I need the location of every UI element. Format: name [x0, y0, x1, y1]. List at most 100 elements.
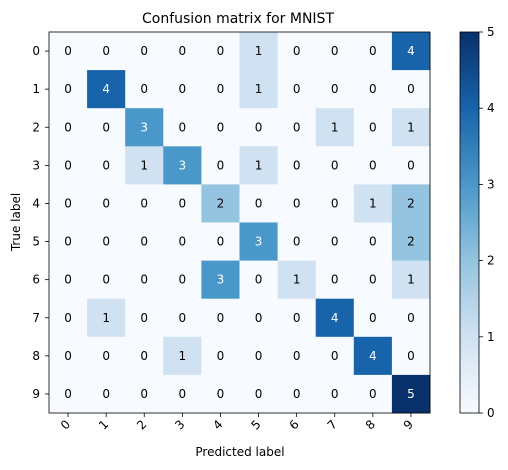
- cell-value-r0-c0: 0: [64, 44, 72, 58]
- cell-value-r9-c3: 0: [179, 387, 187, 401]
- x-tick-label: 0: [58, 417, 73, 432]
- heatmap-cell-r8-c9: [391, 336, 431, 376]
- heatmap-cell-r8-c6: [277, 336, 317, 376]
- heatmap-cell-r0-c4: [201, 32, 240, 71]
- cell-value-r0-c9: 4: [407, 44, 415, 58]
- cell-value-r8-c7: 0: [331, 349, 339, 363]
- x-tick-label: 2: [134, 417, 149, 432]
- heatmap-cell-r1-c6: [277, 70, 317, 109]
- y-tick-label: 5: [32, 235, 40, 249]
- colorbar-tick-label: 3: [487, 177, 495, 191]
- cell-value-r5-c6: 0: [293, 235, 301, 249]
- heatmap-cell-r1-c2: [125, 70, 164, 109]
- x-tick-label: 6: [286, 417, 301, 432]
- plot-frame: [48, 31, 431, 414]
- cell-value-r1-c4: 0: [217, 82, 225, 96]
- heatmap-cell-r3-c1: [87, 146, 126, 185]
- cell-value-r0-c3: 0: [179, 44, 187, 58]
- heatmap-cell-r7-c8: [353, 298, 393, 338]
- cell-value-r9-c4: 0: [217, 387, 225, 401]
- cell-value-r7-c3: 0: [179, 311, 187, 325]
- cell-value-r2-c2: 3: [140, 120, 148, 134]
- x-tick-label: 1: [96, 417, 111, 432]
- colorbar-tick-label: 1: [487, 330, 495, 344]
- heatmap-cell-r6-c6: [277, 260, 317, 300]
- colorbar-tick-label: 5: [487, 25, 495, 39]
- heatmap-cell-r4-c6: [277, 184, 317, 223]
- cell-value-r3-c9: 0: [407, 158, 415, 172]
- heatmap-cell-r1-c5: [239, 70, 278, 109]
- cell-value-r8-c9: 0: [407, 349, 415, 363]
- cell-value-r8-c2: 0: [140, 349, 148, 363]
- cell-value-r5-c7: 0: [331, 235, 339, 249]
- heatmap-cell-r2-c8: [353, 108, 393, 147]
- heatmap-cell-r5-c8: [353, 222, 393, 261]
- heatmap-cell-r1-c9: [391, 70, 431, 109]
- heatmap-cell-r6-c8: [353, 260, 393, 300]
- heatmap-cell-r3-c8: [353, 146, 393, 185]
- cell-value-r9-c0: 0: [64, 387, 72, 401]
- cell-value-r7-c7: 4: [331, 311, 339, 325]
- x-tick-label: 7: [325, 417, 340, 432]
- heatmap-cell-r0-c0: [49, 32, 88, 71]
- heatmap-cell-r7-c9: [391, 298, 431, 338]
- heatmap-cell-r5-c2: [125, 222, 164, 261]
- heatmap-cell-r5-c5: [239, 222, 278, 261]
- colorbar-tick-label: 4: [487, 101, 495, 115]
- heatmap-cell-r6-c3: [163, 260, 202, 300]
- cell-value-r5-c2: 0: [140, 235, 148, 249]
- heatmap-cell-r1-c1: [87, 70, 126, 109]
- cell-value-r3-c1: 0: [102, 158, 110, 172]
- cell-value-r4-c8: 1: [369, 196, 377, 210]
- cell-value-r9-c5: 0: [255, 387, 263, 401]
- heatmap-cell-r9-c6: [277, 374, 317, 414]
- cell-value-r4-c7: 0: [331, 196, 339, 210]
- cell-value-r1-c0: 0: [64, 82, 72, 96]
- heatmap-cell-r3-c0: [49, 146, 88, 185]
- cell-value-r6-c0: 0: [64, 273, 72, 287]
- cell-value-r4-c0: 0: [64, 196, 72, 210]
- cell-value-r8-c0: 0: [64, 349, 72, 363]
- cell-value-r7-c5: 0: [255, 311, 263, 325]
- cell-value-r4-c5: 0: [255, 196, 263, 210]
- heatmap-cell-r0-c7: [315, 32, 355, 71]
- heatmap-cell-r7-c6: [277, 298, 317, 338]
- cell-value-r8-c3: 1: [179, 349, 187, 363]
- heatmap-cell-r9-c4: [201, 374, 240, 414]
- heatmap-cell-r3-c7: [315, 146, 355, 185]
- cell-value-r3-c7: 0: [331, 158, 339, 172]
- cell-value-r0-c5: 1: [255, 44, 263, 58]
- cell-value-r2-c7: 1: [331, 120, 339, 134]
- heatmap-cell-r2-c3: [163, 108, 202, 147]
- heatmap-cell-r5-c6: [277, 222, 317, 261]
- cell-value-r2-c0: 0: [64, 120, 72, 134]
- cell-value-r9-c7: 0: [331, 387, 339, 401]
- heatmap-cell-r4-c4: [201, 184, 240, 223]
- heatmap-cell-r4-c3: [163, 184, 202, 223]
- cell-value-r5-c4: 0: [217, 235, 225, 249]
- heatmap-cell-r4-c5: [239, 184, 278, 223]
- y-axis-label: True label: [9, 193, 23, 252]
- heatmap-cell-r6-c7: [315, 260, 355, 300]
- cell-value-r7-c0: 0: [64, 311, 72, 325]
- cell-value-r9-c9: 5: [407, 387, 415, 401]
- cell-value-r5-c8: 0: [369, 235, 377, 249]
- x-tick-label: 4: [210, 417, 225, 432]
- heatmap-cell-r5-c3: [163, 222, 202, 261]
- cell-value-r5-c1: 0: [102, 235, 110, 249]
- heatmap-cell-r7-c3: [163, 298, 202, 338]
- heatmap-cells: [49, 32, 431, 414]
- heatmap-cell-r3-c6: [277, 146, 317, 185]
- cell-value-r7-c6: 0: [293, 311, 301, 325]
- heatmap-cell-r5-c7: [315, 222, 355, 261]
- heatmap-cell-r3-c3: [163, 146, 202, 185]
- cell-value-r2-c8: 0: [369, 120, 377, 134]
- cell-value-r6-c5: 0: [255, 273, 263, 287]
- colorbar-tick-label: 2: [487, 254, 495, 268]
- heatmap-cell-r8-c0: [49, 336, 88, 376]
- cell-value-r0-c7: 0: [331, 44, 339, 58]
- cell-value-r1-c3: 0: [179, 82, 187, 96]
- cell-value-r6-c1: 0: [102, 273, 110, 287]
- cell-value-r2-c4: 0: [217, 120, 225, 134]
